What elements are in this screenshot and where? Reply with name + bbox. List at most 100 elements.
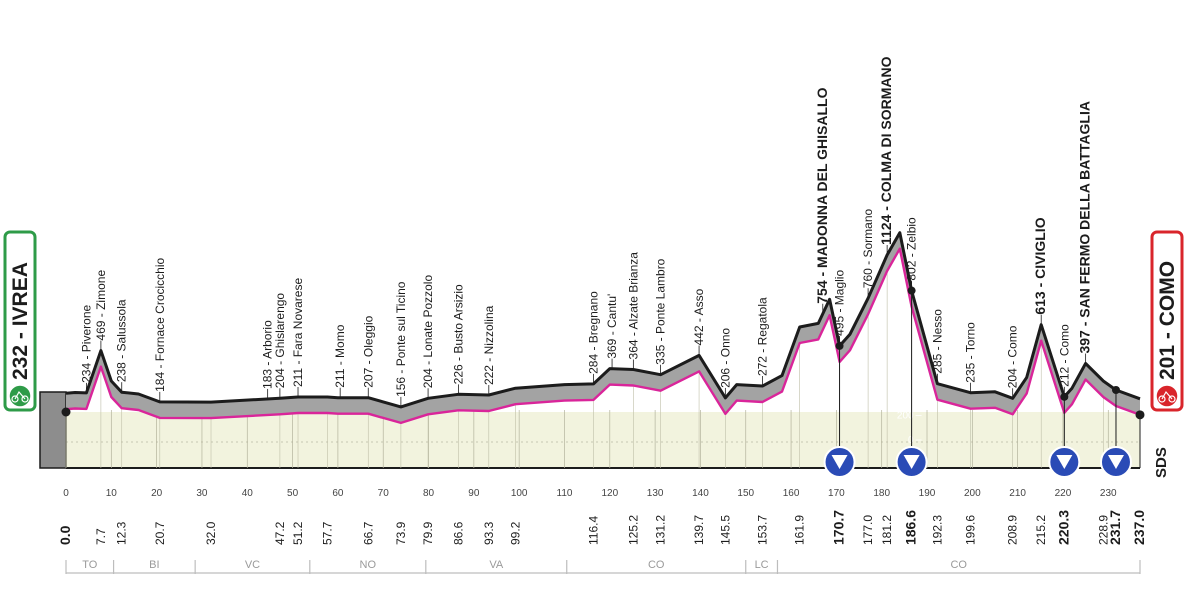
start-box: 232 - IVREA <box>3 230 37 412</box>
waypoint-label: 206 - Onno <box>718 328 732 388</box>
bike-icon <box>8 384 32 408</box>
km-tick-label: 70 <box>378 488 390 499</box>
waypoint-label: 1124 - COLMA DI SORMANO <box>878 56 894 245</box>
region-label: BI <box>149 559 159 571</box>
distance-label: 12.3 <box>115 521 129 545</box>
distance-label: 0.0 <box>57 525 73 545</box>
waypoint-label: 469 - Zimone <box>94 270 108 341</box>
altitude-tick-label: 400 <box>897 386 914 397</box>
waypoint-label: 285 - Nesso <box>930 309 944 374</box>
km-tick-label: 0 <box>63 488 69 499</box>
waypoint-label: 204 - Lonate Pozzolo <box>421 275 435 389</box>
route-line <box>65 247 1141 425</box>
kom-badge-triangle <box>1107 455 1124 469</box>
km-tick-label: 230 <box>1100 488 1117 499</box>
finish-box-label: 201 - COMO <box>1156 261 1179 380</box>
kom-point-dot <box>907 286 916 295</box>
altitude-tick-label: 0 <box>908 435 914 446</box>
region-label: VC <box>245 559 260 571</box>
distance-label: 215.2 <box>1034 515 1048 545</box>
bike-wheel-icon <box>1158 395 1166 403</box>
waypoint-label: 397 - SAN FERMO DELLA BATTAGLIA <box>1077 101 1093 354</box>
waypoint-label: 495 - Maglio <box>833 270 847 336</box>
km-tick-label: 50 <box>287 488 299 499</box>
finish-box-frame <box>1150 230 1184 412</box>
altitude-axis: 0 200 400 600 800 <box>897 337 922 446</box>
waypoint-label: 760 - Sormano <box>861 208 875 288</box>
waypoint-label: 226 - Busto Arsizio <box>451 284 465 384</box>
waypoint-label: 212 - Como <box>1057 324 1071 387</box>
start-box-frame <box>3 230 37 412</box>
distance-label: 139.7 <box>692 515 706 545</box>
distance-label: 99.2 <box>509 521 523 545</box>
distance-label: 199.6 <box>964 515 978 545</box>
km-tick-label: 100 <box>511 488 528 499</box>
waypoint-label: 272 - Regatola <box>756 297 770 376</box>
waypoint-label: 156 - Ponte sul Ticino <box>394 281 408 397</box>
waypoint-label: 364 - Alzate Brianza <box>626 252 640 360</box>
kom-point-dot <box>1111 386 1120 394</box>
km-tick-label: 60 <box>332 488 344 499</box>
km-tick-label: 10 <box>106 488 118 499</box>
km-tick-label: 120 <box>601 488 618 499</box>
kom-point-dot <box>1060 392 1069 401</box>
kom-badge-triangle <box>831 455 848 469</box>
ground-area <box>39 391 1140 469</box>
waypoint-label: 204 - Como <box>1006 325 1020 388</box>
distance-label: 51.2 <box>291 521 305 545</box>
bike-frame-icon <box>14 390 26 400</box>
start-point-dot <box>61 407 71 417</box>
km-tick-label: 150 <box>737 488 754 499</box>
km-tick-label: 130 <box>647 488 664 499</box>
km-tick-label: 20 <box>151 488 163 499</box>
waypoint-label: 222 - Nizzolina <box>482 305 496 385</box>
distance-label: 145.5 <box>718 515 732 545</box>
region-label: NO <box>360 559 377 571</box>
km-tick-label: 190 <box>919 488 936 499</box>
bike-frame-icon <box>1161 390 1173 400</box>
start-box-label: 232 - IVREA <box>9 262 32 380</box>
km-tick-label: 90 <box>468 488 480 499</box>
distance-label: 237.0 <box>1131 510 1147 545</box>
waypoint-label: 754 - MADONNA DEL GHISALLO <box>814 87 830 303</box>
waypoint-label: 335 - Ponte Lambro <box>654 258 668 364</box>
distance-label: 181.2 <box>880 515 894 545</box>
waypoint-label: 284 - Bregnano <box>586 291 600 374</box>
start-finish-boxes: 232 - IVREA 201 - COMO SDS <box>3 230 1184 478</box>
waypoint-label: 204 - Ghislarengo <box>273 293 287 389</box>
km-tick-label: 30 <box>196 488 208 499</box>
distance-label: 131.2 <box>654 515 668 545</box>
distance-label: 32.0 <box>204 521 218 545</box>
distance-label: 79.9 <box>421 521 435 545</box>
waypoint-label: 211 - Momo <box>333 324 347 387</box>
distance-label: 161.9 <box>793 515 807 545</box>
kom-marker-badge <box>1048 446 1081 478</box>
distance-label: 186.6 <box>903 510 919 545</box>
km-gridlines <box>65 271 1141 468</box>
distance-label: 177.0 <box>861 515 875 545</box>
km-tick-labels: 0 10 20 30 40 50 60 70 80 90 100 110 120 130 140 150 160… <box>63 488 1117 499</box>
km-tick-label: 180 <box>873 488 890 499</box>
km-tick-label: 80 <box>423 488 435 499</box>
altitude-tick-label: 600 <box>897 362 914 373</box>
bike-icon <box>1155 384 1179 408</box>
profile-outline <box>65 231 1141 409</box>
elevation-profile <box>65 231 1141 423</box>
km-tick-label: 110 <box>557 488 573 499</box>
waypoint-label: 211 - Fara Novarese <box>291 278 305 387</box>
kom-badge-triangle <box>1056 455 1073 469</box>
waypoint-label: 234 - Piverone <box>79 305 93 383</box>
waypoint-label: 369 - Cantu' <box>605 294 619 359</box>
km-tick-label: 140 <box>692 488 709 499</box>
altitude-tick-label: 800 <box>897 337 914 348</box>
kom-point-dot <box>835 341 844 350</box>
km-tick-label: 210 <box>1009 488 1026 499</box>
km-tick-label: 40 <box>242 488 254 499</box>
distance-label: 170.7 <box>831 510 847 545</box>
profile-fill <box>66 232 1140 423</box>
waypoint-label: 238 - Salussola <box>115 299 129 382</box>
waypoint-labels: 234 - Piverone 469 - Zimone 238 - Salussol… <box>79 56 1092 397</box>
kom-markers <box>823 286 1132 478</box>
km-tick-label: 200 <box>964 488 981 499</box>
waypoint-label: 235 - Torno <box>964 322 978 383</box>
